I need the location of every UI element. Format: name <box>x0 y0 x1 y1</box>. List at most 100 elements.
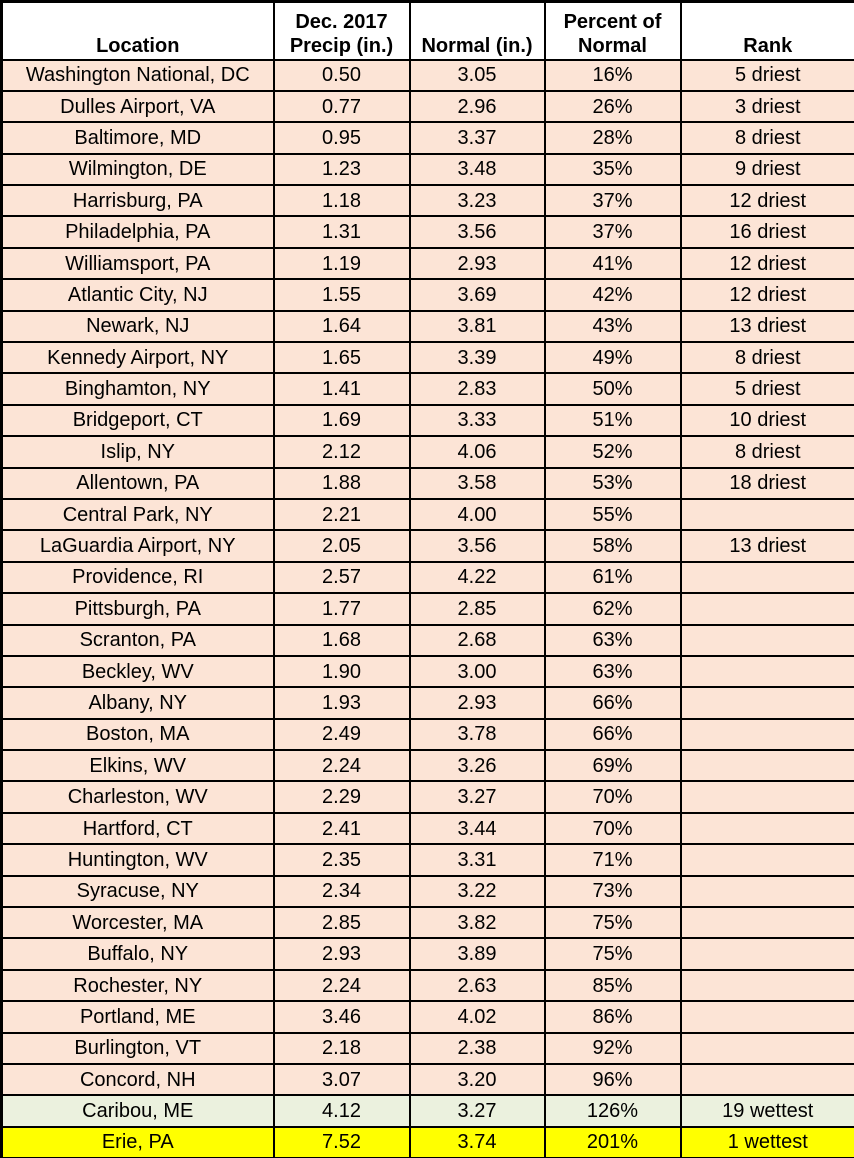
cell-normal: 3.89 <box>408 937 546 971</box>
cell-precip: 2.29 <box>272 780 411 814</box>
cell-location: Bridgeport, CT <box>0 403 275 438</box>
cell-precip: 2.41 <box>272 811 411 846</box>
cell-rank <box>679 843 854 877</box>
cell-normal: 2.63 <box>408 968 546 1003</box>
table-row: Portland, ME 3.46 4.02 86% <box>0 1000 854 1034</box>
cell-normal: 3.27 <box>408 780 546 814</box>
table-row: Erie, PA 7.52 3.74 201% 1 wettest <box>0 1125 854 1158</box>
cell-rank: 5 driest <box>679 372 854 406</box>
cell-precip: 2.57 <box>272 560 411 595</box>
cell-normal: 3.82 <box>408 906 546 940</box>
cell-precip: 2.34 <box>272 874 411 909</box>
cell-location: Beckley, WV <box>0 654 275 689</box>
table-row: Baltimore, MD 0.95 3.37 28% 8 driest <box>0 121 854 155</box>
cell-precip: 1.64 <box>272 309 411 344</box>
cell-location: Charleston, WV <box>0 780 275 814</box>
cell-rank: 8 driest <box>679 121 854 155</box>
cell-precip: 1.88 <box>272 466 411 500</box>
cell-rank <box>679 906 854 940</box>
cell-normal: 3.56 <box>408 215 546 249</box>
table-row: Albany, NY 1.93 2.93 66% <box>0 686 854 720</box>
cell-rank <box>679 811 854 846</box>
table-row: Allentown, PA 1.88 3.58 53% 18 driest <box>0 466 854 500</box>
table-row: Burlington, VT 2.18 2.38 92% <box>0 1031 854 1066</box>
cell-precip: 1.77 <box>272 592 411 626</box>
cell-normal: 2.93 <box>408 686 546 720</box>
cell-location: Rochester, NY <box>0 968 275 1003</box>
cell-rank: 13 driest <box>679 529 854 563</box>
cell-normal: 3.00 <box>408 654 546 689</box>
column-header-precip: Dec. 2017 Precip (in.) <box>272 0 411 61</box>
cell-normal: 3.81 <box>408 309 546 344</box>
cell-rank <box>679 937 854 971</box>
cell-precip: 7.52 <box>272 1125 411 1158</box>
cell-rank <box>679 592 854 626</box>
cell-percent: 41% <box>543 246 682 281</box>
cell-normal: 3.33 <box>408 403 546 438</box>
cell-location: Pittsburgh, PA <box>0 592 275 626</box>
table-row: Kennedy Airport, NY 1.65 3.39 49% 8 driest <box>0 341 854 375</box>
column-header-location: Location <box>0 0 275 61</box>
cell-rank <box>679 968 854 1003</box>
cell-precip: 0.50 <box>272 58 411 92</box>
cell-normal: 3.48 <box>408 152 546 187</box>
cell-rank: 19 wettest <box>679 1094 854 1128</box>
column-header-rank: Rank <box>679 0 854 61</box>
cell-rank: 12 driest <box>679 278 854 312</box>
cell-precip: 2.12 <box>272 435 411 469</box>
cell-precip: 2.24 <box>272 968 411 1003</box>
cell-rank <box>679 1062 854 1097</box>
table-row: Atlantic City, NJ 1.55 3.69 42% 12 driest <box>0 278 854 312</box>
table-header: Location Dec. 2017 Precip (in.) Normal (in… <box>0 0 854 61</box>
cell-normal: 3.22 <box>408 874 546 909</box>
table-row: Elkins, WV 2.24 3.26 69% <box>0 749 854 783</box>
cell-precip: 1.55 <box>272 278 411 312</box>
cell-precip: 2.24 <box>272 749 411 783</box>
cell-rank <box>679 1031 854 1066</box>
cell-precip: 1.18 <box>272 184 411 218</box>
cell-location: Elkins, WV <box>0 749 275 783</box>
cell-normal: 4.00 <box>408 497 546 532</box>
cell-rank: 12 driest <box>679 184 854 218</box>
table-row: Washington National, DC 0.50 3.05 16% 5 drie… <box>0 58 854 92</box>
cell-normal: 3.58 <box>408 466 546 500</box>
table-row: Caribou, ME 4.12 3.27 126% 19 wettest <box>0 1094 854 1128</box>
cell-precip: 2.21 <box>272 497 411 532</box>
cell-percent: 70% <box>543 811 682 846</box>
cell-normal: 4.06 <box>408 435 546 469</box>
cell-location: Baltimore, MD <box>0 121 275 155</box>
table-row: Charleston, WV 2.29 3.27 70% <box>0 780 854 814</box>
cell-percent: 51% <box>543 403 682 438</box>
cell-rank: 12 driest <box>679 246 854 281</box>
cell-precip: 1.19 <box>272 246 411 281</box>
cell-precip: 1.65 <box>272 341 411 375</box>
cell-precip: 2.18 <box>272 1031 411 1066</box>
cell-precip: 1.23 <box>272 152 411 187</box>
cell-location: Burlington, VT <box>0 1031 275 1066</box>
column-header-percent: Percent of Normal <box>543 0 682 61</box>
cell-percent: 42% <box>543 278 682 312</box>
cell-normal: 2.38 <box>408 1031 546 1066</box>
cell-location: Islip, NY <box>0 435 275 469</box>
cell-precip: 1.68 <box>272 623 411 657</box>
table-row: LaGuardia Airport, NY 2.05 3.56 58% 13 dries… <box>0 529 854 563</box>
cell-percent: 43% <box>543 309 682 344</box>
cell-precip: 2.49 <box>272 717 411 752</box>
table-row: Worcester, MA 2.85 3.82 75% <box>0 906 854 940</box>
cell-percent: 85% <box>543 968 682 1003</box>
cell-rank: 10 driest <box>679 403 854 438</box>
cell-rank <box>679 780 854 814</box>
cell-precip: 3.07 <box>272 1062 411 1097</box>
table-row: Bridgeport, CT 1.69 3.33 51% 10 driest <box>0 403 854 438</box>
table-row: Williamsport, PA 1.19 2.93 41% 12 driest <box>0 246 854 281</box>
cell-normal: 3.69 <box>408 278 546 312</box>
cell-percent: 126% <box>543 1094 682 1128</box>
table-row: Pittsburgh, PA 1.77 2.85 62% <box>0 592 854 626</box>
cell-location: Dulles Airport, VA <box>0 89 275 124</box>
cell-percent: 66% <box>543 717 682 752</box>
cell-percent: 58% <box>543 529 682 563</box>
table-row: Syracuse, NY 2.34 3.22 73% <box>0 874 854 909</box>
cell-percent: 71% <box>543 843 682 877</box>
table-row: Beckley, WV 1.90 3.00 63% <box>0 654 854 689</box>
